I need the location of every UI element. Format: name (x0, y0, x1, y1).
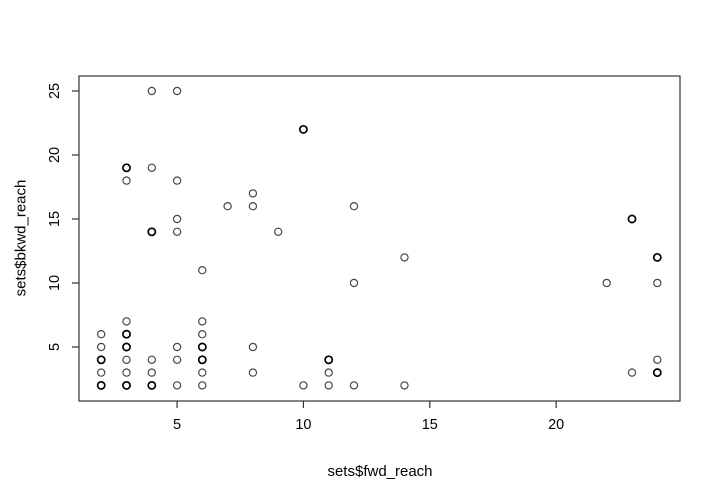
data-point (248, 201, 258, 211)
data-point (197, 355, 207, 365)
data-point (627, 214, 637, 224)
data-point (147, 227, 157, 237)
data-point (147, 86, 156, 96)
data-point (274, 227, 283, 236)
data-point (122, 176, 131, 185)
x-axis-label: sets$fwd_reach (327, 463, 433, 480)
data-point (147, 368, 156, 377)
data-point (172, 355, 182, 364)
data-point (147, 380, 157, 390)
y-tick-label: 15 (47, 211, 63, 227)
data-point (147, 163, 156, 172)
data-point (349, 278, 359, 288)
data-point (198, 266, 207, 275)
plot-box (78, 75, 681, 402)
data-point (248, 368, 258, 377)
data-point (198, 330, 207, 339)
data-point (349, 201, 359, 211)
data-point (122, 342, 131, 352)
data-point (223, 201, 232, 211)
data-point (172, 86, 182, 96)
data-point (248, 189, 258, 198)
data-point (96, 342, 106, 352)
data-point (627, 368, 637, 377)
data-point (96, 368, 106, 377)
data-point (400, 381, 409, 390)
data-point (652, 368, 662, 378)
data-point (198, 381, 207, 390)
x-tick-label: 15 (422, 417, 438, 433)
data-point (652, 252, 662, 262)
data-point (172, 227, 182, 236)
data-point (602, 278, 611, 288)
x-tick-label: 10 (295, 417, 311, 433)
data-point (400, 253, 409, 262)
data-point (96, 330, 106, 339)
data-point (653, 278, 662, 288)
data-point (122, 163, 131, 173)
y-tick-label: 10 (47, 275, 63, 291)
data-point (172, 176, 182, 185)
data-point (324, 368, 333, 377)
data-point (96, 355, 106, 365)
data-point (298, 124, 308, 134)
data-point (122, 329, 131, 339)
y-axis-label: sets$bkwd_reach (12, 179, 30, 297)
y-tick-label: 5 (47, 343, 63, 351)
y-tick-label: 25 (47, 83, 63, 99)
data-point (147, 355, 156, 364)
x-tick-label: 5 (173, 417, 181, 433)
data-point (172, 342, 182, 352)
data-point (324, 381, 333, 390)
data-point (96, 380, 106, 390)
data-point (197, 342, 207, 352)
data-point (198, 317, 207, 326)
data-point (198, 368, 207, 377)
data-point (122, 368, 131, 377)
data-point (122, 317, 131, 326)
data-point (299, 381, 308, 390)
data-point (248, 342, 258, 352)
data-point (122, 355, 131, 364)
y-tick-label: 20 (47, 147, 63, 163)
x-tick-label: 20 (548, 417, 564, 433)
data-point (653, 355, 662, 364)
data-point (324, 355, 334, 365)
data-point (349, 381, 359, 390)
data-point (172, 381, 182, 390)
data-point (172, 214, 182, 224)
data-point (122, 380, 131, 390)
